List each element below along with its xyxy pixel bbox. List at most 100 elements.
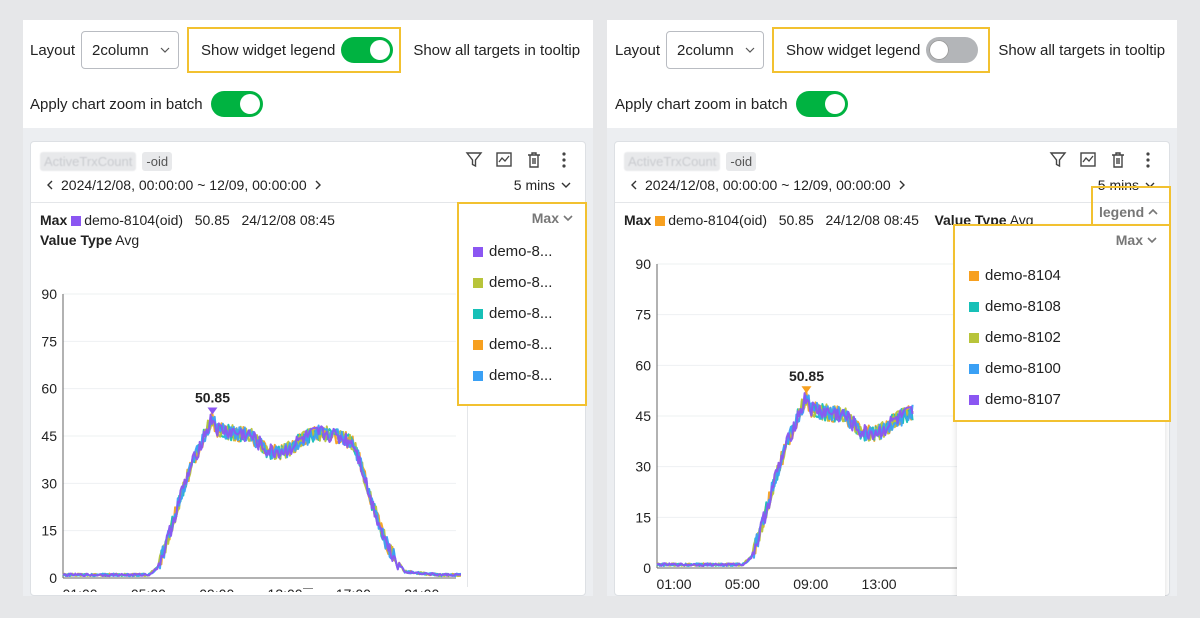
date-range: 2024/12/08, 00:00:00 ~ 12/09, 00:00:00 xyxy=(645,177,891,193)
widget-toolbar xyxy=(1049,150,1157,170)
peak-marker xyxy=(801,386,812,394)
legend-swatch xyxy=(473,246,483,257)
widget-legend: Max demo-8... demo-8... demo-8... demo-8… xyxy=(457,202,587,406)
legend-item[interactable]: demo-8... xyxy=(473,329,552,360)
area-chart[interactable]: 0 15 30 45 60 75 90 01:00 05:00 09:00 13:00 50.85 xyxy=(615,252,1171,592)
peak-label: 50.85 xyxy=(789,368,824,384)
options-row-1: Layout 2column Show widget legend Show a… xyxy=(615,27,1166,73)
peak-marker xyxy=(207,407,218,415)
layout-select[interactable]: 2column xyxy=(666,31,765,69)
legend-item[interactable]: demo-8... xyxy=(473,298,552,329)
max-info: Max demo-8104(oid) 50.85 24/12/08 08:45 V… xyxy=(40,210,335,250)
legend-item[interactable]: demo-8... xyxy=(473,236,552,267)
chevron-down-icon xyxy=(745,47,755,53)
legend-item-label: demo-8... xyxy=(489,367,553,384)
legend-swatch xyxy=(969,363,979,374)
chart-view-icon[interactable] xyxy=(495,150,513,170)
widget-title-suffix: -oid xyxy=(142,151,173,171)
layout-select-value: 2column xyxy=(677,41,734,59)
more-vertical-icon[interactable] xyxy=(555,150,573,170)
divider xyxy=(615,202,1169,203)
max-label: Max xyxy=(40,212,68,228)
options-toolbar: Layout 2column Show widget legend Show a… xyxy=(23,20,593,128)
trash-icon[interactable] xyxy=(525,150,543,170)
date-range-row: 2024/12/08, 00:00:00 ~ 12/09, 00:00:00 xyxy=(45,177,323,193)
legend-sort-select[interactable]: Max xyxy=(532,210,573,226)
legend-item-label: demo-8108 xyxy=(985,298,1061,315)
legend-item-label: demo-8104 xyxy=(985,267,1061,284)
legend-swatch xyxy=(473,370,483,381)
legend-toggle-label: Show widget legend xyxy=(786,41,921,59)
legend-swatch xyxy=(969,301,979,312)
series-line-demo-8102 xyxy=(656,397,914,567)
legend-item[interactable]: demo-8108 xyxy=(969,291,1061,322)
legend-toggle[interactable] xyxy=(926,37,979,63)
zoom-batch-label: Apply chart zoom in batch xyxy=(30,95,203,113)
legend-item[interactable]: demo-8100 xyxy=(969,353,1061,384)
legend-sort-value: Max xyxy=(531,210,559,226)
layout-label: Layout xyxy=(30,41,76,59)
chevron-down-icon xyxy=(160,47,170,53)
y-tick-label: 15 xyxy=(635,509,651,525)
zoom-batch-toggle[interactable] xyxy=(795,91,848,117)
x-tick-label: 01:00 xyxy=(657,576,692,592)
legend-button[interactable]: legend xyxy=(1099,204,1159,220)
tooltip-all-targets-label[interactable]: Show all targets in tooltip xyxy=(413,41,581,59)
legend-item-label: demo-8... xyxy=(489,305,553,322)
chevron-right-icon[interactable] xyxy=(897,179,907,191)
chevron-up-icon xyxy=(1148,208,1158,215)
x-tick-label: 21:00 xyxy=(404,586,439,592)
widget-title-blurred: ActiveTrxCount xyxy=(624,151,721,171)
max-target: demo-8104(oid) xyxy=(84,212,184,228)
x-tick-label: 05:00 xyxy=(725,576,760,592)
interval-value: 5 mins xyxy=(1097,177,1139,193)
legend-item-label: demo-8107 xyxy=(985,391,1061,408)
filter-icon[interactable] xyxy=(465,150,483,170)
legend-item-label: demo-8... xyxy=(489,336,553,353)
x-tick-label: 13:00 xyxy=(268,586,303,592)
area-chart[interactable]: 0 15 30 45 60 75 90 01:00 05:00 09:00 13:00 17:00 21… xyxy=(31,252,461,592)
y-tick-label: 60 xyxy=(41,381,57,397)
divider xyxy=(31,202,585,203)
chart-view-icon[interactable] xyxy=(1079,150,1097,170)
legend-item-label: demo-8100 xyxy=(985,360,1061,377)
chevron-left-icon[interactable] xyxy=(629,179,639,191)
legend-item[interactable]: demo-8107 xyxy=(969,384,1061,415)
series-line-demo-8107 xyxy=(656,392,914,567)
chevron-right-icon[interactable] xyxy=(313,179,323,191)
x-tick-label: 17:00 xyxy=(336,586,371,592)
chart-widget: ActiveTrxCount -oid 2024/12/08, 00:00:00… xyxy=(30,141,587,596)
toggle-knob xyxy=(370,40,391,60)
chevron-left-icon[interactable] xyxy=(45,179,55,191)
legend-item[interactable]: demo-8... xyxy=(473,267,552,298)
options-row-2: Apply chart zoom in batch xyxy=(615,84,848,124)
max-value: 50.85 xyxy=(778,212,814,228)
widget-title-suffix: -oid xyxy=(726,151,757,171)
layout-select[interactable]: 2column xyxy=(81,31,180,69)
date-range-row: 2024/12/08, 00:00:00 ~ 12/09, 00:00:00 xyxy=(629,177,907,193)
x-tick-label: 01:00 xyxy=(63,586,98,592)
legend-item[interactable]: demo-8... xyxy=(473,360,552,391)
max-value: 50.85 xyxy=(194,212,230,228)
trash-icon[interactable] xyxy=(1109,150,1127,170)
zoom-batch-toggle[interactable] xyxy=(210,91,263,117)
y-tick-label: 90 xyxy=(635,256,651,272)
legend-sort-select[interactable]: Max xyxy=(1116,232,1157,248)
legend-item[interactable]: demo-8102 xyxy=(969,322,1061,353)
legend-swatch xyxy=(969,394,979,405)
legend-item[interactable]: demo-8104 xyxy=(969,260,1061,291)
more-vertical-icon[interactable] xyxy=(1139,150,1157,170)
legend-button-label: legend xyxy=(1099,204,1145,220)
right-dashboard-panel: Layout 2column Show widget legend Show a… xyxy=(607,20,1177,596)
scroll-handle[interactable] xyxy=(303,588,313,589)
tooltip-all-targets-label[interactable]: Show all targets in tooltip xyxy=(998,41,1166,59)
series-line-demo-8100 xyxy=(62,415,461,578)
y-tick-label: 0 xyxy=(643,560,651,576)
value-type-label: Value Type xyxy=(40,232,113,248)
max-target: demo-8104(oid) xyxy=(668,212,768,228)
filter-icon[interactable] xyxy=(1049,150,1067,170)
interval-select[interactable]: 5 mins xyxy=(514,177,571,193)
legend-swatch xyxy=(473,308,483,319)
legend-toggle[interactable] xyxy=(341,37,394,63)
max-time: 24/12/08 08:45 xyxy=(825,212,919,228)
